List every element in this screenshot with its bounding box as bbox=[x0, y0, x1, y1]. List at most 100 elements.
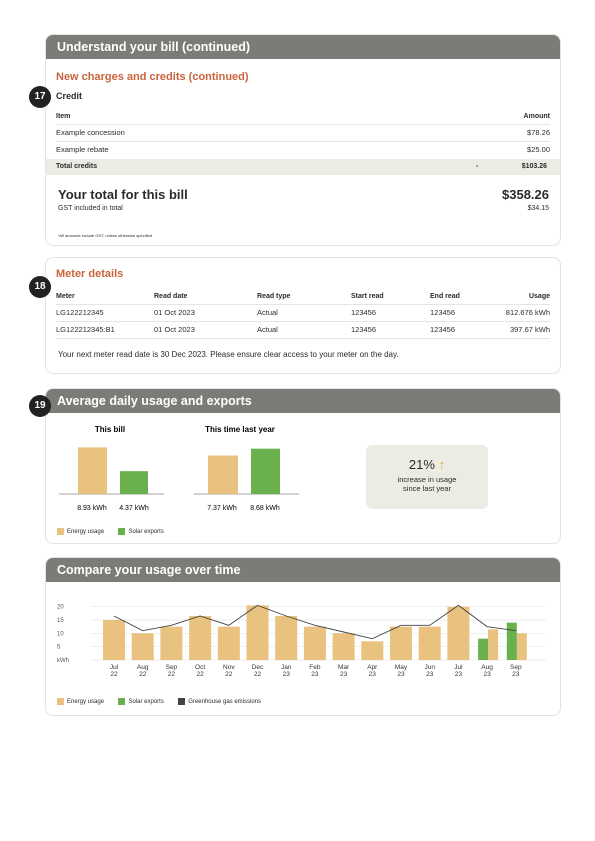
energy-bar bbox=[275, 616, 298, 660]
read-date: 01 Oct 2023 bbox=[154, 325, 195, 334]
col-item: Item bbox=[56, 113, 71, 120]
arrow-up-icon: ↑ bbox=[438, 457, 446, 472]
usage: 812.676 kWh bbox=[505, 308, 550, 317]
last-year-energy-value: 7.37 kWh bbox=[207, 505, 237, 512]
table-row: Example concession $78.26 bbox=[56, 128, 550, 137]
x-tick-year: 23 bbox=[455, 671, 463, 678]
start-read: 123456 bbox=[351, 308, 377, 317]
ghg-swatch bbox=[178, 698, 186, 705]
x-tick-month: Oct bbox=[195, 664, 205, 671]
x-tick-year: 23 bbox=[311, 671, 319, 678]
increase-percent: 21% bbox=[408, 457, 435, 472]
y-tick-label: 20 bbox=[57, 605, 64, 611]
meter-id: LG122212345:B1 bbox=[56, 325, 115, 334]
legend-energy: Energy usage bbox=[57, 528, 104, 535]
legend-ghg-label: Greenhouse gas emissions bbox=[188, 698, 262, 705]
item-name: Example concession bbox=[56, 128, 125, 137]
col-amount: Amount bbox=[523, 113, 550, 120]
this-bill-energy-bar bbox=[78, 447, 107, 494]
total-credits-row: Total credits - $103.26 bbox=[46, 159, 560, 175]
x-tick-year: 22 bbox=[168, 671, 176, 678]
legend-solar-label: Solar exports bbox=[128, 528, 164, 535]
average-usage-legend: Energy usage Solar exports bbox=[57, 522, 174, 540]
x-tick-month: Jun bbox=[424, 664, 435, 671]
y-tick-label: 10 bbox=[57, 631, 64, 637]
table-row: Example rebate $25.00 bbox=[56, 145, 550, 154]
energy-bar bbox=[488, 629, 499, 660]
step-badge-18: 18 bbox=[29, 276, 51, 298]
x-tick-month: May bbox=[395, 664, 408, 671]
x-tick-month: Nov bbox=[223, 664, 235, 671]
increase-text-1: increase in usage bbox=[397, 475, 457, 484]
usage-increase-box: 21% ↑ increase in usage since last year bbox=[366, 445, 488, 509]
x-tick-month: Sep bbox=[166, 664, 178, 671]
divider bbox=[56, 124, 550, 125]
usage-over-time-legend: Energy usage Solar exports Greenhouse ga… bbox=[57, 692, 271, 710]
meter-table-header: Meter Read date Read type Start read End… bbox=[56, 293, 550, 300]
legend-energy-label: Energy usage bbox=[67, 698, 105, 705]
usage: 397.67 kWh bbox=[509, 325, 550, 334]
footnote: *All amounts include GST, unless otherwi… bbox=[58, 233, 153, 238]
section-title: Meter details bbox=[56, 268, 124, 280]
x-tick-year: 23 bbox=[283, 671, 291, 678]
y-tick-label: 5 bbox=[57, 645, 61, 651]
x-tick-year: 23 bbox=[483, 671, 491, 678]
legend-energy-label: Energy usage bbox=[67, 528, 105, 535]
section-title: Compare your usage over time bbox=[46, 558, 560, 582]
energy-bar bbox=[390, 626, 412, 660]
meter-details-card: Meter details 18 Meter Read date Read ty… bbox=[29, 257, 561, 374]
col-end-read: End read bbox=[430, 293, 460, 300]
x-tick-month: Apr bbox=[367, 664, 378, 671]
col-meter: Meter bbox=[56, 293, 75, 300]
section-title: Understand your bill (continued) bbox=[46, 35, 560, 59]
energy-bar bbox=[516, 633, 527, 660]
total-credits-label: Total credits bbox=[56, 163, 98, 170]
energy-bar bbox=[131, 633, 154, 660]
end-read: 123456 bbox=[430, 308, 456, 317]
start-read: 123456 bbox=[351, 325, 377, 334]
average-usage-chart: This bill This time last year 8.93 kWh 4… bbox=[59, 425, 299, 512]
energy-bar bbox=[332, 633, 355, 660]
energy-bar bbox=[217, 626, 240, 660]
x-tick-year: 22 bbox=[196, 671, 204, 678]
col-read-date: Read date bbox=[154, 293, 188, 300]
last-year-solar-bar bbox=[251, 448, 280, 494]
gst-label: GST included in total bbox=[58, 205, 123, 212]
legend-energy: Energy usage bbox=[57, 698, 104, 705]
next-read-note: Your next meter read date is 30 Dec 2023… bbox=[58, 350, 399, 359]
x-tick-year: 22 bbox=[110, 671, 118, 678]
total-credits-amount: $103.26 bbox=[521, 163, 547, 170]
gst-amount: $34.15 bbox=[527, 205, 549, 212]
legend-solar: Solar exports bbox=[118, 698, 164, 705]
this-bill-energy-value: 8.93 kWh bbox=[77, 505, 107, 512]
total-credits-dash: - bbox=[476, 163, 479, 170]
x-tick-month: Aug bbox=[481, 664, 493, 671]
item-amount: $78.26 bbox=[527, 128, 550, 137]
increase-text-2: since last year bbox=[403, 484, 451, 493]
x-tick-year: 23 bbox=[426, 671, 434, 678]
average-usage-card: Average daily usage and exports 19 This … bbox=[29, 388, 561, 544]
x-tick-year: 23 bbox=[369, 671, 377, 678]
table-row: LG122212345 01 Oct 2023 Actual 123456 12… bbox=[56, 308, 550, 317]
solar-bar bbox=[478, 638, 489, 660]
section-title: Average daily usage and exports bbox=[46, 389, 560, 413]
solar-swatch bbox=[118, 698, 126, 705]
x-tick-month: Jul bbox=[454, 664, 463, 671]
grand-total-amount: $358.26 bbox=[502, 187, 549, 202]
this-bill-solar-bar bbox=[120, 471, 148, 494]
y-tick-label: 15 bbox=[57, 618, 64, 624]
read-type: Actual bbox=[257, 308, 278, 317]
y-axis-label: kWh bbox=[57, 658, 69, 664]
item-name: Example rebate bbox=[56, 145, 109, 154]
energy-bar bbox=[447, 606, 470, 660]
step-badge-19: 19 bbox=[29, 395, 51, 417]
read-type: Actual bbox=[257, 325, 278, 334]
x-tick-month: Feb bbox=[309, 664, 321, 671]
usage-over-time-card: Compare your usage over time 5 10 15 20 kWh J… bbox=[45, 557, 561, 716]
credit-heading: Credit bbox=[56, 91, 83, 101]
usage-over-time-chart: 5101520kWhJul22Aug22Sep22Oct22Nov22Dec22… bbox=[57, 605, 546, 678]
x-tick-year: 22 bbox=[225, 671, 233, 678]
x-tick-month: Aug bbox=[137, 664, 149, 671]
x-tick-year: 23 bbox=[340, 671, 348, 678]
last-year-title: This time last year bbox=[205, 425, 275, 434]
